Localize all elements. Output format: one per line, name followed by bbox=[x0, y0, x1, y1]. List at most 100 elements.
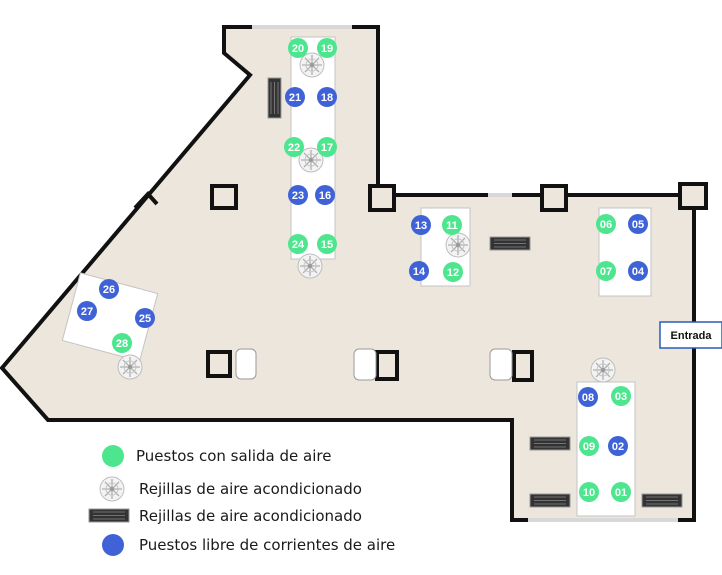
seat-number: 01 bbox=[615, 487, 627, 499]
seat-04: 04 bbox=[628, 261, 648, 281]
floor-outline bbox=[0, 25, 696, 522]
seat-marker bbox=[411, 215, 431, 235]
seat-marker bbox=[579, 482, 599, 502]
seat-marker bbox=[135, 308, 155, 328]
seat-number: 09 bbox=[583, 441, 595, 453]
seat-marker bbox=[442, 215, 462, 235]
seat-number: 22 bbox=[288, 142, 300, 154]
seat-number: 20 bbox=[292, 43, 304, 55]
seat-marker bbox=[578, 387, 598, 407]
legend-linear-grille-icon bbox=[88, 508, 130, 523]
seat-03: 03 bbox=[611, 386, 631, 406]
seat-number: 28 bbox=[116, 338, 128, 350]
seat-number: 21 bbox=[289, 92, 301, 104]
seat-marker bbox=[317, 87, 337, 107]
legend-label-3: Rejillas de aire acondicionado bbox=[139, 507, 362, 525]
seat-13: 13 bbox=[411, 215, 431, 235]
seat-09: 09 bbox=[579, 436, 599, 456]
legend-label-1: Puestos con salida de aire bbox=[136, 447, 331, 465]
seat-marker bbox=[99, 279, 119, 299]
seat-number: 26 bbox=[103, 284, 115, 296]
legend-round-diffuser-icon bbox=[99, 476, 125, 502]
seat-20: 20 bbox=[288, 38, 308, 58]
round-diffuser-1 bbox=[299, 52, 325, 78]
seat-number: 02 bbox=[612, 441, 624, 453]
seat-number: 17 bbox=[321, 142, 333, 154]
seat-15: 15 bbox=[317, 234, 337, 254]
seat-16: 16 bbox=[315, 185, 335, 205]
seat-marker bbox=[611, 482, 631, 502]
seat-07: 07 bbox=[596, 261, 616, 281]
seat-number: 23 bbox=[292, 190, 304, 202]
window-bottom bbox=[528, 518, 678, 522]
round-diffuser-3 bbox=[297, 253, 323, 279]
seat-marker bbox=[288, 38, 308, 58]
seat-number: 07 bbox=[600, 266, 612, 278]
seat-18: 18 bbox=[317, 87, 337, 107]
linear-grille-top bbox=[267, 77, 282, 119]
seat-19: 19 bbox=[317, 38, 337, 58]
wall-notch bbox=[133, 191, 159, 210]
round-diffuser-4 bbox=[445, 232, 471, 258]
seat-marker bbox=[579, 436, 599, 456]
seat-marker bbox=[608, 436, 628, 456]
seat-10: 10 bbox=[579, 482, 599, 502]
linear-grille-center bbox=[489, 236, 531, 251]
linear-grille-bottom-left bbox=[529, 493, 571, 508]
seat-number: 18 bbox=[321, 92, 333, 104]
seat-number: 15 bbox=[321, 239, 333, 251]
seat-marker bbox=[284, 137, 304, 157]
seat-14: 14 bbox=[409, 261, 429, 281]
entrance-box bbox=[659, 321, 722, 349]
structural-columns bbox=[206, 182, 708, 382]
seat-marker bbox=[596, 261, 616, 281]
seat-23: 23 bbox=[288, 185, 308, 205]
seat-28: 28 bbox=[112, 333, 132, 353]
seat-25: 25 bbox=[135, 308, 155, 328]
seat-number: 10 bbox=[583, 487, 595, 499]
seat-number: 24 bbox=[292, 239, 305, 251]
seat-number: 05 bbox=[632, 219, 644, 231]
entrance-label: Entrada bbox=[671, 330, 713, 342]
seat-marker bbox=[77, 301, 97, 321]
seat-marker bbox=[317, 234, 337, 254]
seat-number: 16 bbox=[319, 190, 331, 202]
linear-grille-left bbox=[529, 436, 571, 451]
seat-number: 14 bbox=[413, 266, 426, 278]
seat-marker bbox=[288, 185, 308, 205]
seat-05: 05 bbox=[628, 214, 648, 234]
legend: Puestos con salida de aire Rejillas de a… bbox=[88, 445, 395, 556]
seats: 20 19 21 18 22 17 23 16 24 15 13 11 14 12 06 05 07 04 26 27… bbox=[77, 38, 648, 502]
seat-marker bbox=[317, 137, 337, 157]
seat-number: 19 bbox=[321, 43, 333, 55]
seat-08: 08 bbox=[578, 387, 598, 407]
seat-marker bbox=[409, 261, 429, 281]
seat-02: 02 bbox=[608, 436, 628, 456]
seat-27: 27 bbox=[77, 301, 97, 321]
seat-marker bbox=[611, 386, 631, 406]
legend-label-4: Puestos libre de corrientes de aire bbox=[139, 536, 395, 554]
legend-label-2: Rejillas de aire acondicionado bbox=[139, 480, 362, 498]
seat-number: 13 bbox=[415, 220, 427, 232]
seat-number: 12 bbox=[447, 267, 459, 279]
seat-marker bbox=[285, 87, 305, 107]
seat-marker bbox=[315, 185, 335, 205]
round-tables bbox=[235, 348, 513, 381]
seat-marker bbox=[112, 333, 132, 353]
legend-air-seat-dot bbox=[102, 445, 124, 467]
seat-marker bbox=[317, 38, 337, 58]
seat-12: 12 bbox=[443, 262, 463, 282]
legend-free-seat-dot bbox=[102, 534, 124, 556]
seat-number: 06 bbox=[600, 219, 612, 231]
seat-number: 11 bbox=[446, 220, 458, 232]
seat-21: 21 bbox=[285, 87, 305, 107]
seat-number: 04 bbox=[632, 266, 645, 278]
seat-06: 06 bbox=[596, 214, 616, 234]
seat-number: 25 bbox=[139, 313, 151, 325]
seat-marker bbox=[288, 234, 308, 254]
round-diffuser-5 bbox=[117, 354, 143, 380]
seat-26: 26 bbox=[99, 279, 119, 299]
seat-marker bbox=[628, 261, 648, 281]
seat-marker bbox=[596, 214, 616, 234]
seat-number: 27 bbox=[81, 306, 93, 318]
